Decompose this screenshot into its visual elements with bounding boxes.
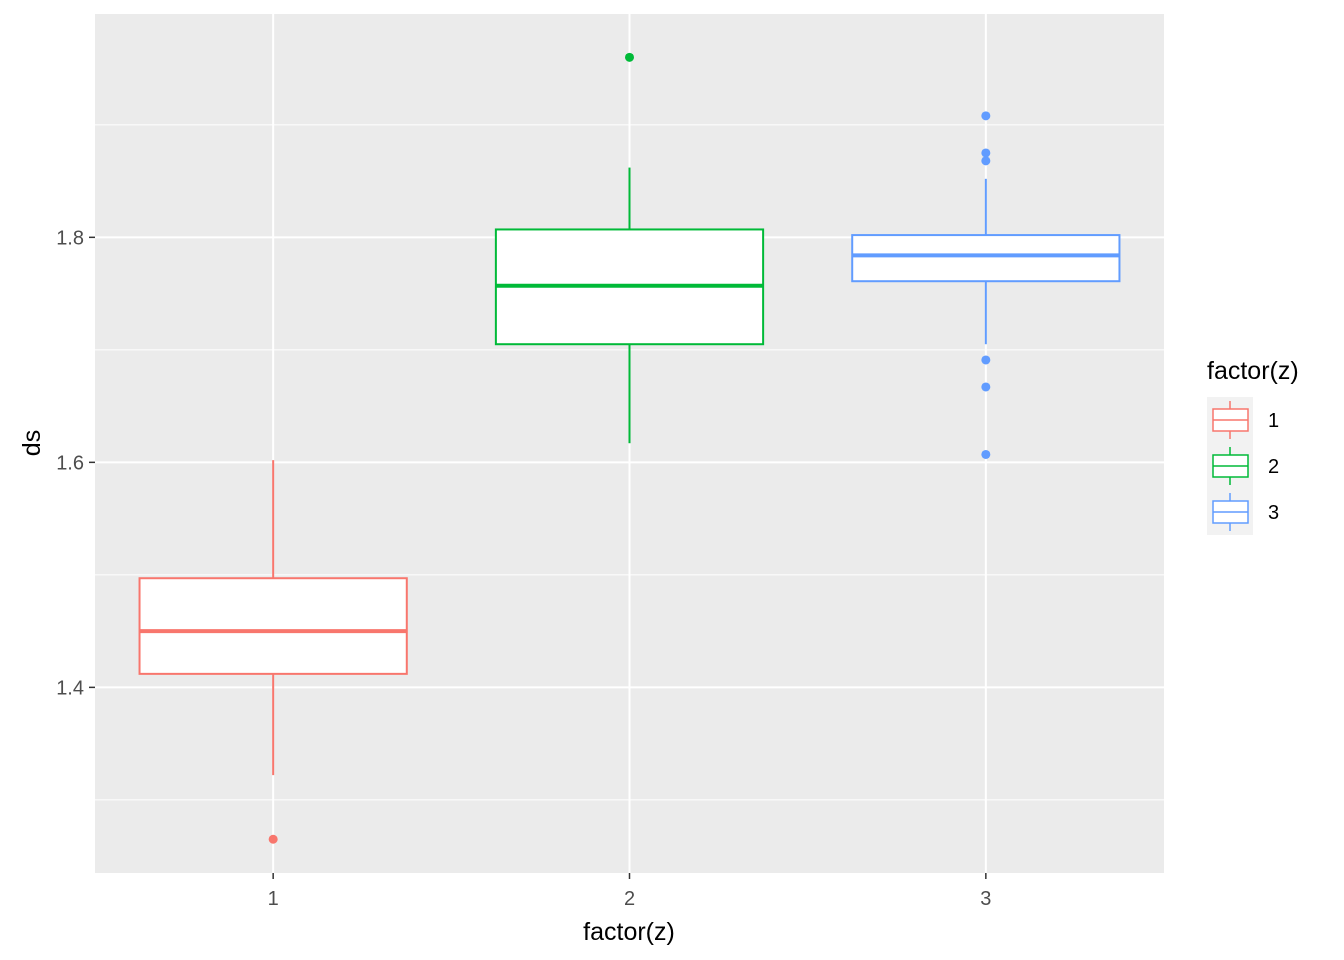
outlier-point <box>981 111 991 121</box>
legend-title: factor(z) <box>1207 357 1299 385</box>
x-tick-label: 3 <box>980 888 991 910</box>
box-iqr <box>138 577 408 675</box>
x-tick-label: 1 <box>268 888 279 910</box>
outlier-point <box>625 52 634 62</box>
x-axis-ticks: 1 2 3 <box>268 873 991 910</box>
outlier-point <box>981 449 991 459</box>
y-tick-label: 1.4 <box>56 677 84 699</box>
legend-label: 2 <box>1268 456 1279 478</box>
box-group-1 <box>138 460 408 844</box>
legend-label: 1 <box>1268 410 1279 432</box>
y-axis-title: ds <box>18 430 46 456</box>
y-tick-label: 1.6 <box>56 452 84 474</box>
x-axis-title: factor(z) <box>583 918 675 946</box>
legend: factor(z) 1 2 3 <box>1207 357 1299 535</box>
y-axis-ticks: 1.4 1.6 1.8 <box>56 227 95 699</box>
legend-label: 3 <box>1268 502 1279 524</box>
legend-key-2 <box>1207 443 1253 489</box>
box-group-3 <box>851 111 1121 459</box>
box-iqr <box>851 234 1121 283</box>
outlier-point <box>268 834 278 844</box>
legend-key-3 <box>1207 489 1253 535</box>
outlier-point <box>981 148 991 158</box>
outlier-point <box>981 382 991 392</box>
y-tick-label: 1.8 <box>56 227 84 249</box>
x-tick-label: 2 <box>624 888 635 910</box>
box-layer <box>138 52 1121 844</box>
outlier-point <box>981 156 991 166</box>
box-group-2 <box>494 52 765 444</box>
outlier-point <box>981 355 991 365</box>
legend-key-1 <box>1207 397 1253 443</box>
